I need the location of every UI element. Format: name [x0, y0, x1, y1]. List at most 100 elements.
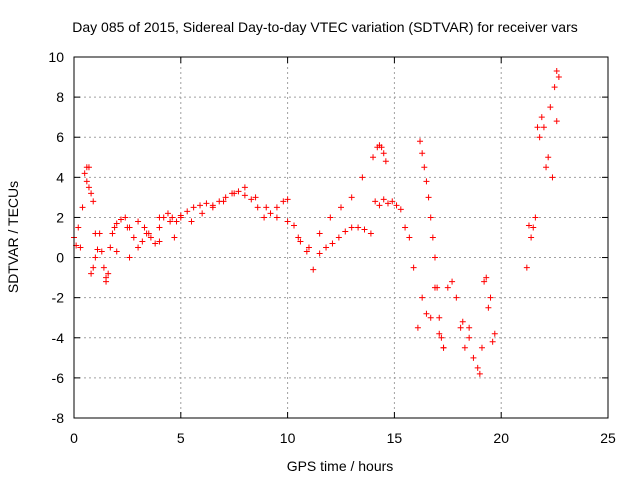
y-tick-label: 10: [48, 49, 64, 65]
data-point: [135, 218, 142, 225]
data-point: [295, 234, 302, 241]
data-point: [109, 230, 116, 237]
data-point: [88, 270, 95, 277]
data-point: [466, 334, 473, 341]
data-point: [397, 206, 404, 213]
data-point: [248, 196, 255, 203]
y-tick-label: -8: [52, 410, 65, 426]
data-point: [461, 344, 468, 351]
data-point: [241, 184, 248, 191]
data-point: [241, 192, 248, 199]
data-point: [376, 202, 383, 209]
data-point: [367, 230, 374, 237]
data-point: [111, 224, 118, 231]
data-point: [476, 370, 483, 377]
data-point: [88, 190, 95, 197]
data-point: [419, 294, 426, 301]
data-point: [414, 324, 421, 331]
data-point: [438, 334, 445, 341]
data-point: [466, 324, 473, 331]
data-point: [431, 254, 438, 261]
data-point: [75, 224, 82, 231]
data-point: [483, 274, 490, 281]
y-axis-label: SDTVAR / TECUs: [5, 181, 21, 293]
data-point: [393, 202, 400, 209]
data-point: [164, 210, 171, 217]
data-point: [525, 222, 532, 229]
data-point: [156, 224, 163, 231]
data-point: [329, 240, 336, 247]
data-point: [85, 184, 92, 191]
data-point: [310, 266, 317, 273]
data-point: [534, 124, 541, 131]
x-tick-label: 0: [70, 430, 78, 446]
data-point: [359, 174, 366, 181]
data-point: [316, 230, 323, 237]
data-point: [389, 198, 396, 205]
data-point: [545, 154, 552, 161]
data-point: [141, 224, 148, 231]
y-tick-label: 2: [56, 209, 64, 225]
y-tick-label: 6: [56, 129, 64, 145]
x-tick-label: 10: [280, 430, 296, 446]
data-point: [135, 244, 142, 251]
data-point: [105, 270, 112, 277]
data-point: [380, 196, 387, 203]
data-point: [419, 150, 426, 157]
y-tick-label: 0: [56, 250, 64, 266]
data-point: [378, 144, 385, 151]
data-point: [459, 318, 466, 325]
data-point: [90, 198, 97, 205]
data-point: [457, 324, 464, 331]
y-tick-label: -4: [52, 330, 65, 346]
data-point: [124, 224, 131, 231]
plot-frame: [73, 56, 609, 419]
data-point: [94, 246, 101, 253]
data-point: [348, 224, 355, 231]
data-point: [152, 240, 159, 247]
data-point: [222, 194, 229, 201]
data-point: [327, 214, 334, 221]
data-point: [481, 278, 488, 285]
data-point: [171, 234, 178, 241]
data-point: [303, 248, 310, 255]
y-tick-label: -2: [52, 290, 65, 306]
data-point: [273, 204, 280, 211]
data-point: [173, 218, 180, 225]
data-point: [528, 234, 535, 241]
data-point: [126, 254, 133, 261]
data-point: [190, 204, 197, 211]
data-point: [474, 364, 481, 371]
data-point: [305, 244, 312, 251]
data-point: [449, 278, 456, 285]
data-point: [209, 204, 216, 211]
x-tick-label: 5: [177, 430, 185, 446]
data-point: [316, 250, 323, 257]
data-point: [107, 244, 114, 251]
data-point: [410, 264, 417, 271]
data-point: [453, 294, 460, 301]
data-point: [79, 204, 86, 211]
data-point: [284, 196, 291, 203]
data-point: [485, 304, 492, 311]
x-tick-label: 15: [387, 430, 403, 446]
data-point: [380, 150, 387, 157]
data-point: [252, 194, 259, 201]
data-point: [478, 344, 485, 351]
data-point: [323, 244, 330, 251]
x-tick-label: 25: [600, 430, 616, 446]
data-point: [156, 238, 163, 245]
y-tick-label: 4: [56, 169, 64, 185]
data-point: [280, 198, 287, 205]
data-point: [92, 230, 99, 237]
data-point: [549, 174, 556, 181]
data-point: [530, 224, 537, 231]
x-axis-label: GPS time / hours: [287, 458, 394, 474]
data-point: [81, 170, 88, 177]
data-point: [553, 68, 560, 75]
data-point: [444, 284, 451, 291]
data-point: [540, 124, 547, 131]
data-point: [203, 200, 210, 207]
data-point: [553, 118, 560, 125]
data-point: [113, 248, 120, 255]
